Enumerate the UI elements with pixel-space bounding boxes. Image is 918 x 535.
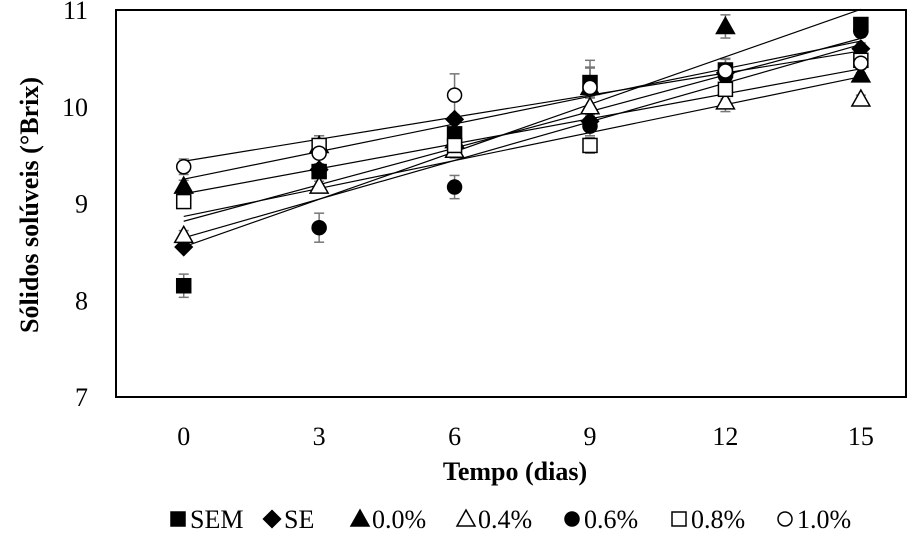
point-04: [850, 88, 872, 107]
legend-label-08: 0.8%: [691, 505, 745, 534]
legend-label-00: 0.0%: [372, 505, 426, 534]
point-10: [717, 63, 734, 79]
x-tick-label: 9: [584, 422, 597, 451]
plot-area-frame: [115, 9, 907, 398]
point-08: [717, 81, 734, 98]
trend-line-08: [183, 68, 861, 195]
trend-line-sem: [183, 8, 862, 248]
legend: SEM SE 0.0% 0.4% 0.6% 0.8% 1.0%: [170, 505, 851, 534]
trend-line-06: [183, 43, 862, 239]
point-10: [175, 158, 192, 175]
legend-marker-sem: [170, 511, 186, 527]
y-tick-label: 10: [62, 93, 88, 122]
point-00: [850, 64, 872, 83]
legend-label-06: 0.6%: [584, 505, 638, 534]
point-06: [853, 23, 869, 40]
point-04: [308, 175, 330, 194]
trend-line-00: [183, 40, 861, 180]
point-08: [582, 137, 598, 154]
y-axis-title: Sólidos solúveis (°Brix): [15, 77, 44, 333]
y-tick-label: 9: [75, 190, 88, 219]
point-04: [715, 91, 736, 110]
point-04: [579, 96, 601, 115]
point-sem: [175, 277, 192, 294]
x-tick-label: 6: [448, 422, 461, 451]
legend-label-se: SE: [284, 505, 314, 534]
point-00: [715, 15, 736, 35]
point-10: [582, 79, 598, 96]
x-tick-label: 15: [848, 422, 874, 451]
legend-marker-08: [671, 511, 687, 527]
x-tick-label: 12: [712, 422, 738, 451]
trend-line-04: [183, 76, 861, 218]
error-bars: [178, 14, 866, 299]
point-10: [311, 145, 327, 161]
point-10: [446, 87, 463, 103]
y-tick-label: 11: [63, 0, 88, 25]
x-axis-title: Tempo (dias): [443, 457, 587, 486]
data-points: [173, 15, 872, 294]
point-04: [173, 224, 194, 244]
point-06: [582, 118, 598, 134]
legend-marker-00: [349, 508, 371, 527]
legend-marker-10: [777, 511, 793, 527]
point-se: [445, 109, 465, 129]
trend-line-10: [183, 50, 861, 162]
x-tick-label: 0: [177, 422, 190, 451]
legend-label-04: 0.4%: [478, 505, 532, 534]
point-08: [446, 137, 463, 154]
legend-label-sem: SEM: [190, 505, 243, 534]
legend-marker-se: [262, 509, 282, 529]
y-tick-label: 7: [75, 383, 88, 412]
point-08: [175, 193, 192, 210]
trend-line-se: [183, 37, 862, 222]
legend-label-10: 1.0%: [797, 505, 851, 534]
trend-lines: [183, 8, 862, 248]
point-06: [311, 219, 327, 236]
legend-marker-06: [564, 511, 580, 527]
point-06: [446, 179, 463, 195]
point-00: [173, 175, 194, 194]
x-tick-label: 3: [313, 422, 326, 451]
point-10: [853, 55, 869, 71]
legend-marker-04: [455, 508, 477, 527]
y-tick-label: 8: [75, 286, 88, 315]
